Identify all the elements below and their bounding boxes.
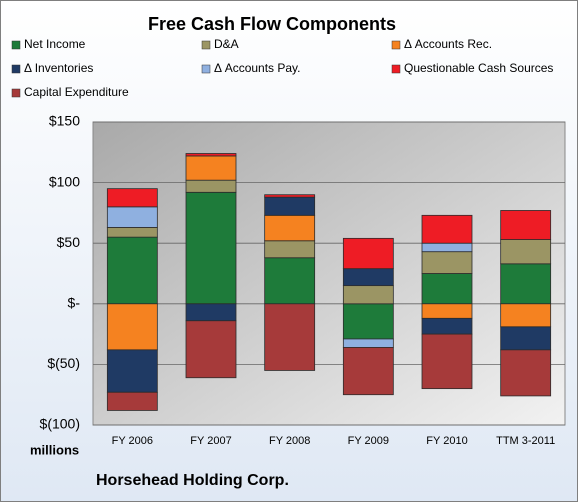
legend-swatch (11, 88, 21, 98)
legend-label: Capital Expenditure (24, 85, 129, 99)
legend-swatch (201, 40, 211, 50)
legend-label: Δ Accounts Pay. (214, 61, 301, 75)
annotation: Horsehead Holding Corp. (96, 472, 289, 489)
bar-segment (185, 320, 237, 379)
x-tick-label: FY 2007 (190, 435, 231, 447)
legend-label: Questionable Cash Sources (404, 61, 553, 75)
bar-segment (106, 227, 158, 238)
bar-segment (421, 273, 473, 305)
bar-segment (421, 303, 473, 319)
legend-label: Δ Accounts Rec. (404, 37, 492, 51)
bar-segment (106, 236, 158, 305)
bar-segment (106, 349, 158, 393)
x-tick-label: FY 2008 (269, 435, 310, 447)
bar-segment (264, 214, 316, 242)
bar-segment (421, 242, 473, 253)
y-tick-label: $50 (57, 234, 81, 250)
legend-swatch (11, 64, 21, 74)
legend-swatch (11, 40, 21, 50)
bar-segment (106, 391, 158, 411)
bar-segment (342, 237, 394, 270)
bar-segment (342, 303, 394, 340)
legend-label: Net Income (24, 37, 86, 51)
legend-label: D&A (214, 37, 239, 51)
plot-area (92, 121, 566, 426)
bar-segment (342, 285, 394, 305)
bar-segment (106, 206, 158, 228)
bar-segment (421, 214, 473, 244)
bar-segment (500, 326, 552, 351)
bar-segment (342, 268, 394, 287)
bar-segment (264, 194, 316, 198)
bar-segment (421, 333, 473, 390)
y-axis-label: millions (30, 442, 79, 457)
x-tick-label: FY 2010 (426, 435, 467, 447)
legend-label: Δ Inventories (24, 61, 93, 75)
x-tick-label: TTM 3-2011 (496, 435, 555, 447)
bar-segment (264, 303, 316, 371)
bar-segment (185, 303, 237, 322)
bar-segment (500, 239, 552, 265)
bar-segment (185, 153, 237, 157)
legend-swatch (391, 64, 401, 74)
legend-swatch (201, 64, 211, 74)
chart-title: Free Cash Flow Components (148, 14, 396, 34)
bar-segment (500, 210, 552, 240)
bar-segment (106, 188, 158, 208)
bar-segment (185, 191, 237, 305)
legend-swatch (391, 40, 401, 50)
bar-segment (342, 347, 394, 396)
bar-segment (500, 303, 552, 328)
y-tick-label: $(50) (47, 355, 80, 371)
bar-segment (264, 240, 316, 259)
bar-segment (106, 303, 158, 351)
bar-segment (500, 263, 552, 305)
bar-segment (342, 338, 394, 348)
bar-segment (421, 317, 473, 335)
bar-segment (421, 251, 473, 274)
bar-segment (264, 196, 316, 216)
bar-segment (185, 155, 237, 181)
x-tick-label: FY 2009 (348, 435, 389, 447)
y-tick-label: $100 (49, 173, 80, 189)
bar-segment (500, 349, 552, 397)
bar-segment (185, 179, 237, 193)
x-tick-label: FY 2006 (112, 435, 153, 447)
y-tick-label: $(100) (40, 416, 80, 432)
y-tick-label: $150 (49, 113, 80, 129)
y-tick-label: $- (68, 295, 81, 311)
bar-segment (264, 257, 316, 305)
